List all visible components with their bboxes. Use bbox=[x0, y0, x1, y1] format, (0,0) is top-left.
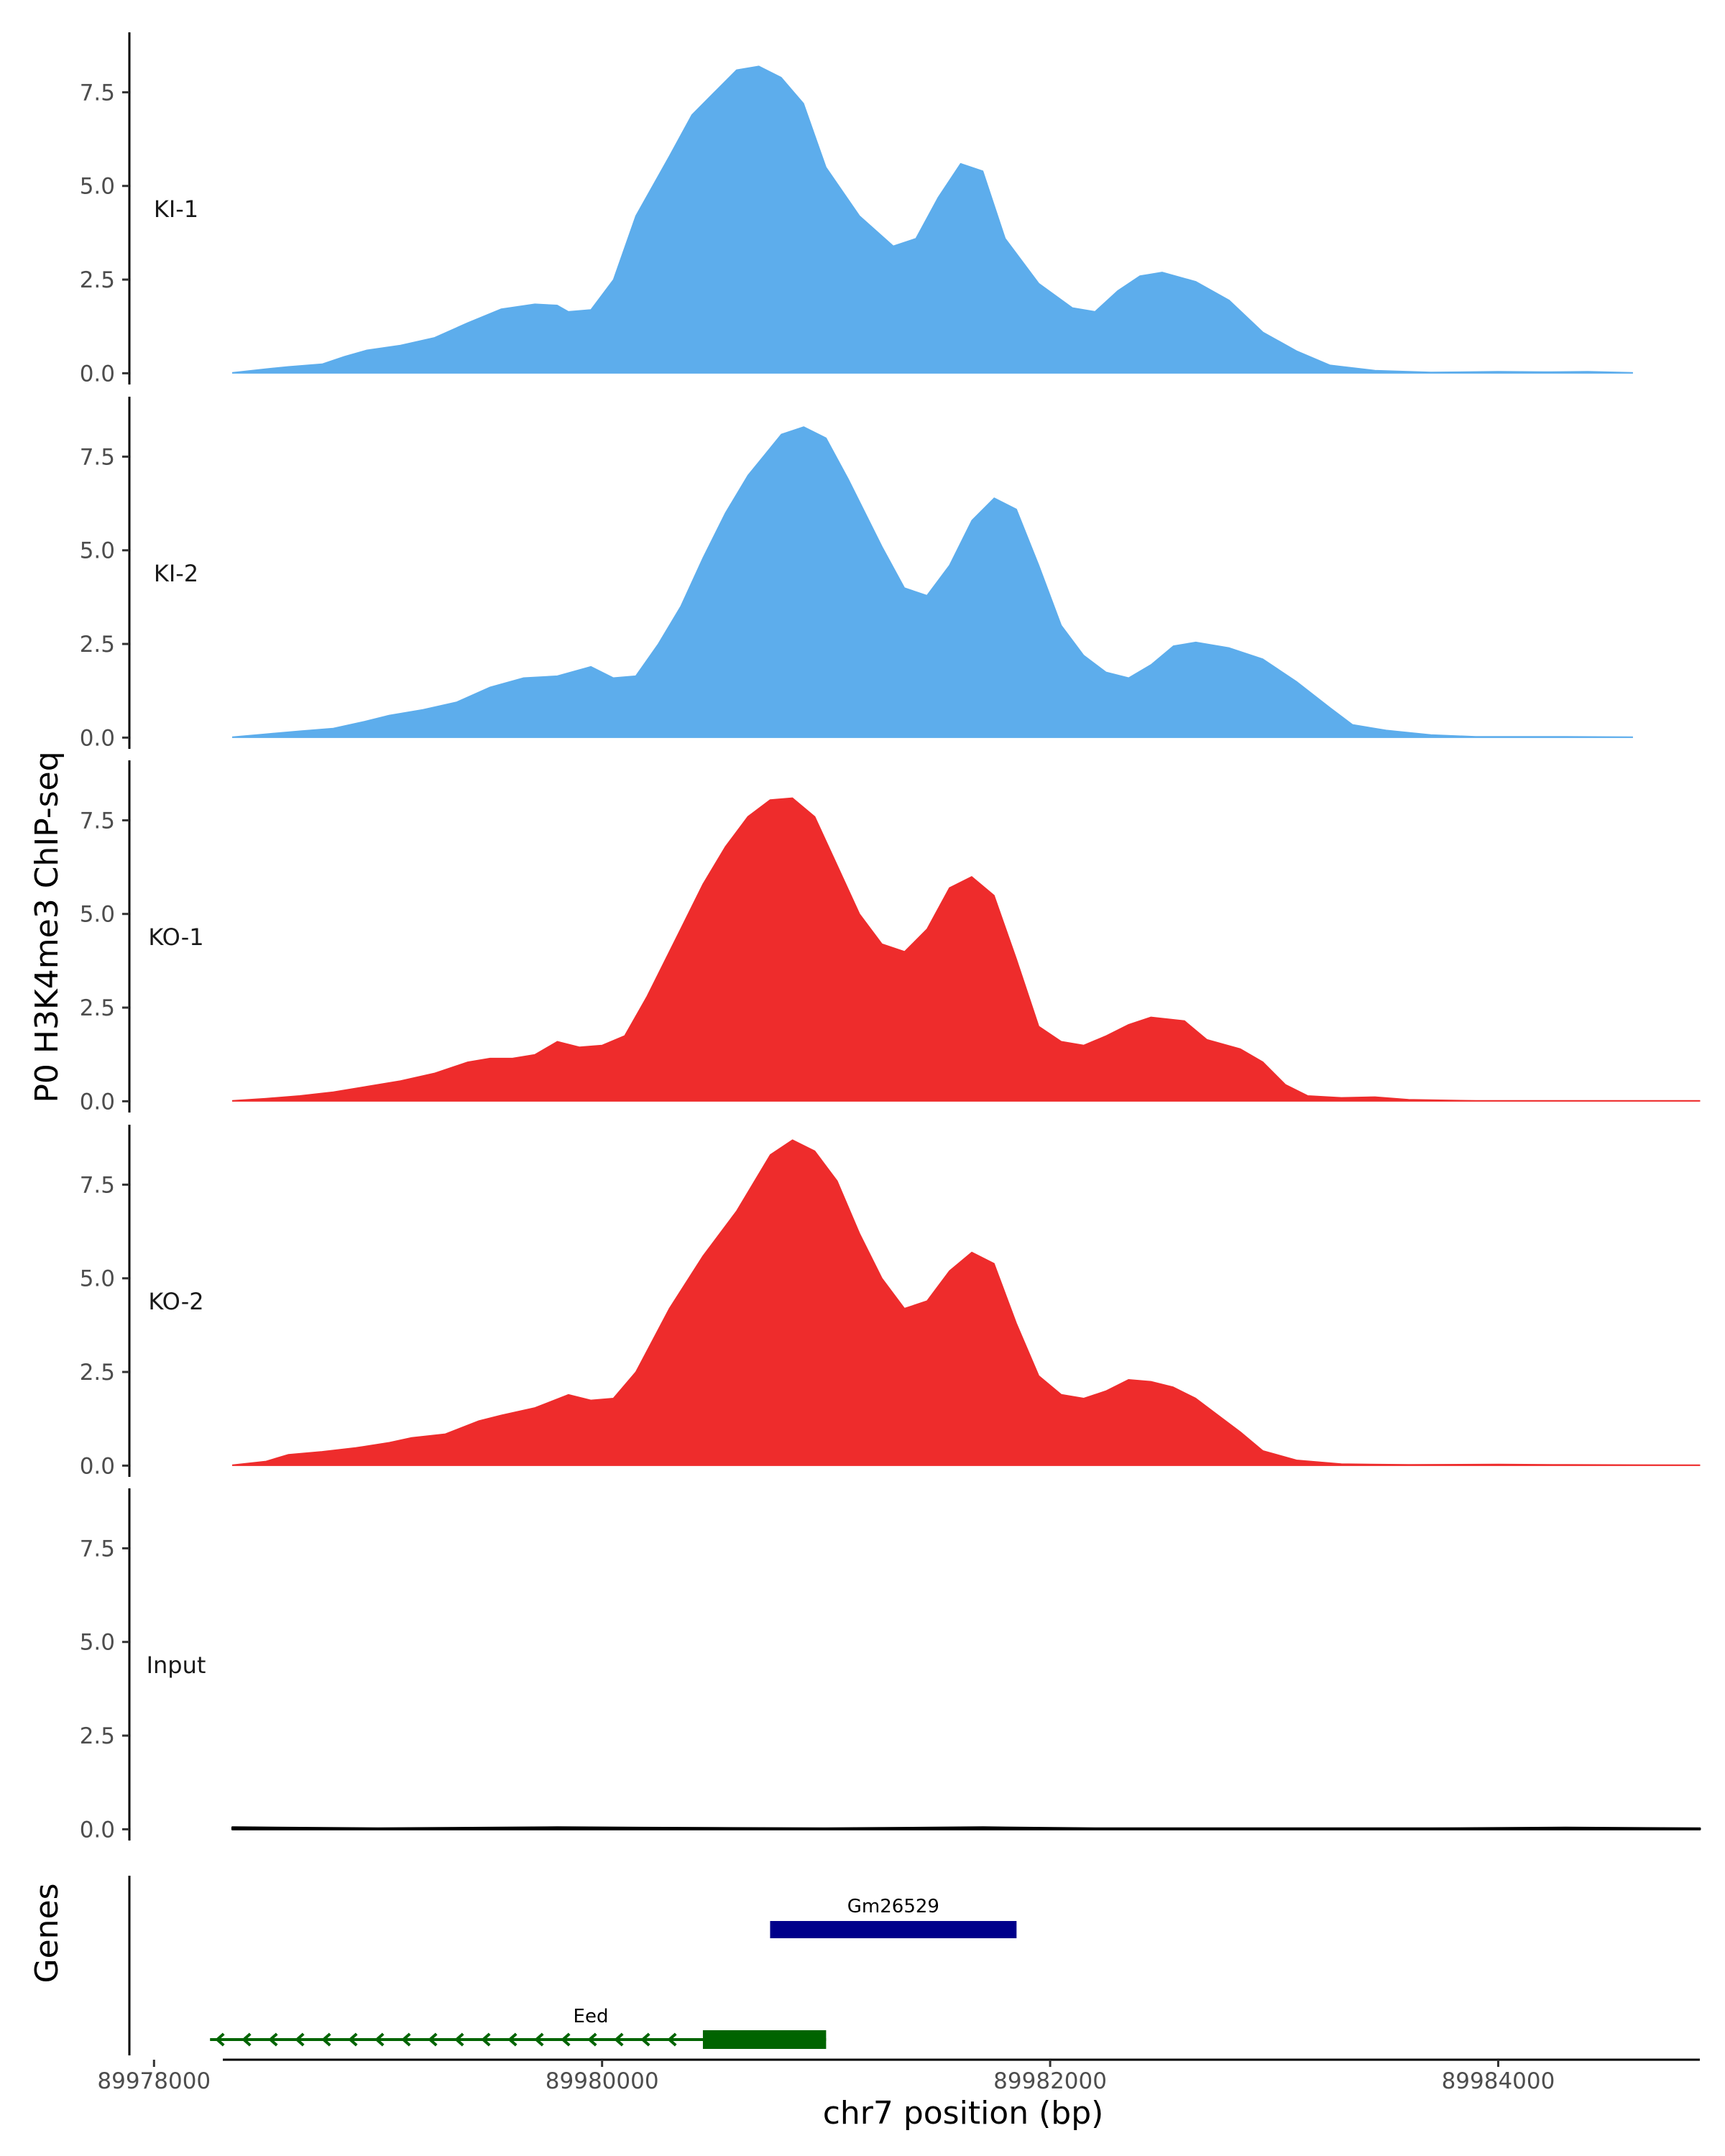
signal-area-input bbox=[231, 1826, 1701, 1830]
gene-label: Gm26529 bbox=[847, 1896, 939, 1917]
y-tick-label: 2.5 bbox=[80, 1360, 115, 1386]
signal-area-ki-2 bbox=[231, 426, 1633, 738]
strand-arrow bbox=[561, 2032, 571, 2047]
y-tick-label: 5.0 bbox=[80, 174, 115, 200]
y-tick-label: 2.5 bbox=[80, 632, 115, 658]
gene-exon bbox=[702, 2030, 827, 2049]
y-tick-label: 5.0 bbox=[80, 902, 115, 928]
strand-arrow bbox=[454, 2032, 464, 2047]
y-tick-label: 2.5 bbox=[80, 1723, 115, 1749]
strand-arrow bbox=[481, 2032, 491, 2047]
track-ko-2: 0.0 2.5 5.0 7.5 KO-2 bbox=[80, 1125, 1701, 1479]
y-tick-label: 7.5 bbox=[80, 444, 115, 470]
y-tick-label: 7.5 bbox=[80, 1536, 115, 1562]
gene-body bbox=[770, 1921, 1017, 1938]
strand-arrow bbox=[614, 2032, 624, 2047]
strand-arrow bbox=[401, 2032, 411, 2047]
strand-arrow bbox=[640, 2032, 650, 2047]
y-tick-label: 7.5 bbox=[80, 1172, 115, 1198]
track-ko-1: 0.0 2.5 5.0 7.5 KO-1 bbox=[80, 760, 1701, 1115]
y-tick-label: 0.0 bbox=[80, 1089, 115, 1115]
gene-annotation-panel: Gm26529 Eed bbox=[128, 1876, 1017, 2055]
gene-gm26529: Gm26529 bbox=[770, 1896, 1017, 1938]
track-label: KI-1 bbox=[154, 195, 198, 223]
strand-arrow bbox=[295, 2032, 305, 2047]
y-tick-label: 7.5 bbox=[80, 80, 115, 106]
signal-area-ki-1 bbox=[231, 65, 1633, 374]
strand-arrow bbox=[348, 2032, 358, 2047]
signal-area-ko-2 bbox=[231, 1139, 1701, 1466]
strand-arrow bbox=[507, 2032, 518, 2047]
track-label: Input bbox=[147, 1651, 206, 1679]
strand-arrow bbox=[374, 2032, 385, 2047]
gene-eed: Eed bbox=[210, 2006, 827, 2049]
strand-arrow bbox=[667, 2032, 677, 2047]
y-tick-label: 0.0 bbox=[80, 1453, 115, 1479]
track-label: KO-2 bbox=[148, 1288, 203, 1315]
y-tick-label: 2.5 bbox=[80, 267, 115, 293]
signal-area-ko-1 bbox=[231, 797, 1701, 1102]
y-tick-label: 5.0 bbox=[80, 538, 115, 564]
x-axis-title: chr7 position (bp) bbox=[823, 2095, 1104, 2132]
y-axis-title: P0 H3K4me3 ChIP-seq bbox=[29, 751, 65, 1102]
strand-arrow bbox=[215, 2032, 225, 2047]
y-tick-label: 5.0 bbox=[80, 1266, 115, 1292]
gene-label: Eed bbox=[574, 2006, 609, 2027]
track-input: 0.0 2.5 5.0 7.5 Input bbox=[80, 1488, 1701, 1843]
genes-axis-title: Genes bbox=[29, 1883, 65, 1983]
x-tick-label: 89978000 bbox=[97, 2068, 211, 2094]
y-tick-label: 0.0 bbox=[80, 725, 115, 751]
x-tick-label: 89982000 bbox=[993, 2068, 1107, 2094]
strand-arrow bbox=[268, 2032, 278, 2047]
track-ki-1: 0.0 2.5 5.0 7.5 KI-1 bbox=[80, 32, 1633, 387]
strand-arrow bbox=[534, 2032, 544, 2047]
strand-arrow bbox=[428, 2032, 438, 2047]
track-ki-2: 0.0 2.5 5.0 7.5 KI-2 bbox=[80, 397, 1633, 751]
y-tick-label: 2.5 bbox=[80, 995, 115, 1021]
strand-arrow bbox=[587, 2032, 597, 2047]
strand-arrow bbox=[321, 2032, 331, 2047]
track-label: KO-1 bbox=[148, 923, 203, 951]
y-tick-label: 5.0 bbox=[80, 1630, 115, 1656]
x-axis: 89978000 89980000 89982000 89984000 bbox=[97, 2058, 1700, 2094]
y-tick-label: 0.0 bbox=[80, 1817, 115, 1843]
x-tick-label: 89980000 bbox=[546, 2068, 659, 2094]
x-tick-label: 89984000 bbox=[1442, 2068, 1555, 2094]
y-tick-label: 7.5 bbox=[80, 808, 115, 834]
strand-arrow bbox=[242, 2032, 252, 2047]
y-tick-label: 0.0 bbox=[80, 361, 115, 387]
signal-tracks: 0.0 2.5 5.0 7.5 KI-1 0.0 2.5 5.0 7.5 KI-2 0.0 2.5 5.… bbox=[80, 32, 1701, 1843]
track-label: KI-2 bbox=[154, 560, 198, 587]
